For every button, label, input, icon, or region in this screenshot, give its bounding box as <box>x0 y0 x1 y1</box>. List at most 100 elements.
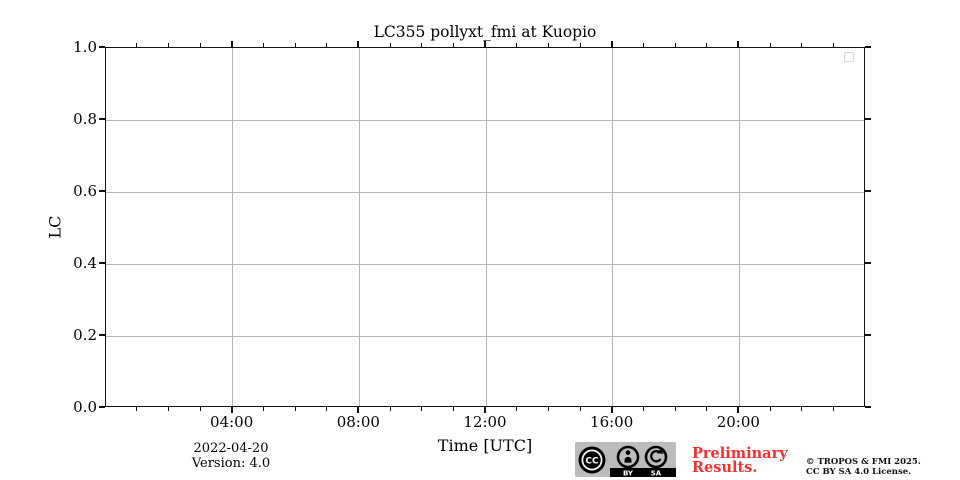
x-tick-label: 20:00 <box>716 413 760 431</box>
y-gridline <box>106 191 864 193</box>
x-minor-tick-top <box>706 43 708 47</box>
x-minor-tick-bottom <box>294 407 296 411</box>
x-minor-tick-top <box>674 43 676 47</box>
y-major-tick-left <box>99 262 105 264</box>
y-axis-label: LC <box>45 215 65 239</box>
by-person-icon <box>616 445 640 469</box>
x-minor-tick-bottom <box>769 407 771 411</box>
y-tick-label: 0.4 <box>73 254 97 272</box>
x-minor-tick-bottom <box>674 407 676 411</box>
x-gridline <box>485 48 487 406</box>
legend-box <box>844 52 854 62</box>
y-tick-label: 0.2 <box>73 326 97 344</box>
x-gridline <box>358 48 360 406</box>
y-major-tick-right <box>865 118 871 120</box>
preliminary-results-stamp: Preliminary Results. <box>692 445 788 476</box>
x-tick-label: 08:00 <box>336 413 380 431</box>
y-major-tick-left <box>99 406 105 408</box>
copyright-line2: CC BY SA 4.0 License. <box>806 467 912 477</box>
x-minor-tick-bottom <box>801 407 803 411</box>
y-tick-label: 0.8 <box>73 110 97 128</box>
x-minor-tick-bottom <box>199 407 201 411</box>
x-minor-tick-top <box>452 43 454 47</box>
x-major-tick-bottom <box>484 407 486 413</box>
x-minor-tick-top <box>421 43 423 47</box>
date-version-stamp: 2022-04-20 Version: 4.0 <box>146 441 316 471</box>
plot-area <box>105 47 865 407</box>
x-major-tick-top <box>230 41 233 47</box>
x-minor-tick-bottom <box>706 407 708 411</box>
badge-label-bar <box>610 468 676 477</box>
y-major-tick-right <box>865 334 871 336</box>
version-label: Version: 4.0 <box>191 456 271 471</box>
y-major-tick-left <box>99 334 105 336</box>
y-major-tick-left <box>99 118 105 120</box>
x-minor-tick-bottom <box>326 407 328 411</box>
x-minor-tick-top <box>294 43 296 47</box>
x-minor-tick-top <box>262 43 264 47</box>
y-major-tick-left <box>99 190 105 192</box>
copyright-line1: © TROPOS & FMI 2025. <box>806 457 921 467</box>
y-major-tick-right <box>865 190 871 192</box>
y-major-tick-right <box>865 46 871 48</box>
x-major-tick-top <box>484 41 486 47</box>
x-minor-tick-top <box>642 43 644 47</box>
x-major-tick-bottom <box>357 407 360 413</box>
x-minor-tick-bottom <box>421 407 423 411</box>
y-gridline <box>106 263 864 265</box>
x-minor-tick-top <box>326 43 328 47</box>
x-minor-tick-top <box>801 43 803 47</box>
y-major-tick-left <box>99 46 105 48</box>
preliminary-line1: Preliminary <box>692 445 788 462</box>
cc-icon: CC <box>578 446 606 474</box>
x-major-tick-top <box>357 41 360 47</box>
x-gridline <box>232 48 234 406</box>
x-minor-tick-top <box>199 43 201 47</box>
x-minor-tick-top <box>389 43 391 47</box>
sa-share-alike-icon <box>644 445 668 469</box>
x-tick-label: 04:00 <box>210 413 254 431</box>
y-tick-label: 0.0 <box>73 398 97 416</box>
x-minor-tick-top <box>832 43 834 47</box>
x-major-tick-top <box>737 41 740 47</box>
by-label: BY <box>623 469 634 477</box>
y-tick-label: 0.6 <box>73 182 97 200</box>
x-minor-tick-top <box>167 43 169 47</box>
x-minor-tick-bottom <box>452 407 454 411</box>
x-tick-label: 16:00 <box>590 413 634 431</box>
x-minor-tick-top <box>769 43 771 47</box>
x-major-tick-bottom <box>737 407 740 413</box>
x-minor-tick-bottom <box>642 407 644 411</box>
x-minor-tick-top <box>136 43 138 47</box>
x-minor-tick-bottom <box>579 407 581 411</box>
sa-label: SA <box>651 469 662 477</box>
x-major-tick-bottom <box>230 407 233 413</box>
y-major-tick-right <box>865 262 871 264</box>
x-tick-label: 12:00 <box>463 413 507 431</box>
x-minor-tick-bottom <box>262 407 264 411</box>
x-minor-tick-bottom <box>516 407 518 411</box>
y-tick-label: 1.0 <box>73 38 97 56</box>
x-minor-tick-top <box>516 43 518 47</box>
x-minor-tick-bottom <box>547 407 549 411</box>
measurement-date: 2022-04-20 <box>193 441 269 456</box>
x-minor-tick-bottom <box>167 407 169 411</box>
y-gridline <box>106 119 864 121</box>
x-gridline <box>738 48 740 406</box>
x-gridline <box>612 48 614 406</box>
y-gridline <box>106 335 864 337</box>
chart-title: LC355 pollyxt_fmi at Kuopio <box>373 23 597 41</box>
x-minor-tick-bottom <box>389 407 391 411</box>
cc-by-sa-badge: CC BY SA <box>575 442 676 477</box>
x-major-tick-top <box>610 41 613 47</box>
x-minor-tick-bottom <box>136 407 138 411</box>
x-axis-label: Time [UTC] <box>437 436 533 455</box>
y-major-tick-right <box>865 406 871 408</box>
x-minor-tick-top <box>579 43 581 47</box>
preliminary-line2: Results. <box>692 459 758 476</box>
x-minor-tick-bottom <box>832 407 834 411</box>
x-minor-tick-top <box>547 43 549 47</box>
cc-icon-text: CC <box>585 457 599 467</box>
copyright-notice: © TROPOS & FMI 2025. CC BY SA 4.0 Licens… <box>806 457 921 477</box>
